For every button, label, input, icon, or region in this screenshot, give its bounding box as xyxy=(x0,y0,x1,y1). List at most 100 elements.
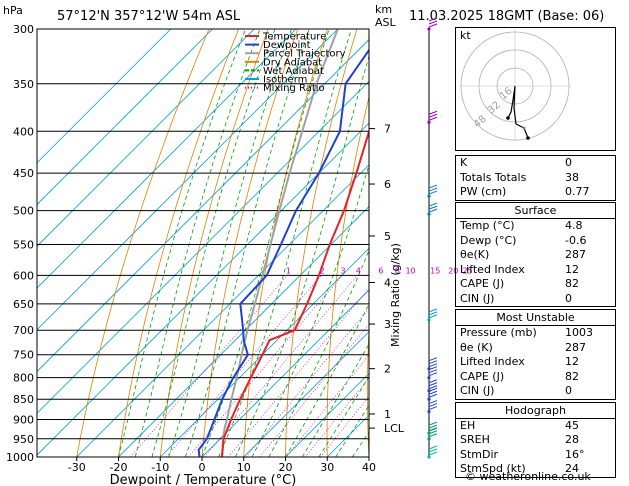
pressure-tick-label: 500 xyxy=(13,205,34,218)
wind-barb-point xyxy=(427,367,431,371)
dry-adiabat-line xyxy=(367,322,369,457)
pressure-tick-label: 900 xyxy=(13,414,34,427)
x-tick-label: -30 xyxy=(68,461,86,474)
plot-frame xyxy=(36,28,370,458)
legend-label: Mixing Ratio xyxy=(263,83,325,94)
wind-barb-flag xyxy=(428,190,438,195)
mixing-ratio-line xyxy=(245,307,369,457)
hodograph-ring-label: 48 xyxy=(472,114,489,131)
dry-adiabat-line xyxy=(76,29,210,457)
pressure-tick-label: 750 xyxy=(13,349,34,362)
x-tick-label: 40 xyxy=(362,461,376,474)
mixing-ratio-label: 20 xyxy=(448,266,458,275)
surface-rows: Temp (°C) 4.8 Dewp (°C) -0.6 θe(K) 287 Lift… xyxy=(456,218,615,306)
copyright-footer: © weatheronline.co.uk xyxy=(465,470,591,483)
hodo-row: StmDir 16° xyxy=(460,447,585,461)
isotherm-line xyxy=(243,331,369,457)
wind-barb-flag xyxy=(428,372,438,377)
dry-adiabat-line xyxy=(618,17,629,457)
isotherm-line xyxy=(159,247,369,457)
pressure-tick-label: 650 xyxy=(13,298,34,311)
x-tick-label: -10 xyxy=(151,461,169,474)
wind-barb-flag xyxy=(428,202,438,207)
wind-barb-flag xyxy=(428,311,438,316)
dry-adiabat-line xyxy=(243,29,328,457)
wind-barb-flag xyxy=(428,451,438,456)
wind-barb-flag xyxy=(428,406,438,411)
isotherm-line xyxy=(37,29,172,164)
surface-row: Lifted Index 12 xyxy=(460,262,579,276)
wind-barb-flag xyxy=(428,208,438,213)
isotherm-line xyxy=(117,205,369,457)
pressure-tick-label: 450 xyxy=(13,167,34,180)
dry-adiabat-line xyxy=(326,95,369,457)
mu-row: CIN (J) 0 xyxy=(460,384,572,397)
km-tick-label: 4 xyxy=(384,276,391,289)
dry-adiabat-line xyxy=(201,29,299,457)
wet-adiabat-line xyxy=(335,404,369,457)
surface-row: θe(K) 287 xyxy=(460,248,586,261)
pressure-tick-label: 550 xyxy=(13,238,34,251)
hodograph-indices-box: Hodograph EH 45 SREH 28 StmDir 16° StmSpd (… xyxy=(455,401,616,478)
wet-adiabat-line xyxy=(301,343,369,457)
surface-row: CAPE (J) 82 xyxy=(460,277,579,290)
isotherm-line xyxy=(37,29,214,206)
datetime-title: 11.03.2025 18GMT (Base: 06) xyxy=(409,9,605,24)
pressure-tick-label: 850 xyxy=(13,393,34,406)
legend-label: Isotherm xyxy=(263,75,307,86)
wind-barb-flag xyxy=(428,424,438,429)
surface-row: Temp (°C) 4.8 xyxy=(460,219,583,232)
dewpoint-profile xyxy=(197,48,369,457)
wind-barb-flag xyxy=(428,184,438,189)
mu-row: Lifted Index 12 xyxy=(460,355,579,368)
wind-barb-flag xyxy=(428,390,438,395)
wind-barb-flag xyxy=(428,357,438,362)
wind-barb-point xyxy=(427,409,431,414)
mixing-ratio-label: 3 xyxy=(341,266,346,275)
wind-barb-flag xyxy=(428,430,438,435)
wind-barb-flag xyxy=(428,393,438,398)
wind-barb-flag xyxy=(428,20,438,25)
wind-barb-flag xyxy=(428,110,438,115)
isotherm-line xyxy=(37,29,297,289)
parcel-trajectory-profile xyxy=(221,29,339,457)
wet-adiabat-line xyxy=(184,29,310,457)
mixing-ratio-label: 2 xyxy=(320,266,325,275)
wind-barb-flag xyxy=(428,23,438,28)
legend-label: Temperature xyxy=(262,32,326,43)
pressure-tick-label: 950 xyxy=(13,433,34,446)
x-tick-label: 10 xyxy=(237,461,251,474)
hodograph-point xyxy=(526,136,530,140)
km-tick-label: 3 xyxy=(384,318,391,331)
mixing-ratio-label: 4 xyxy=(356,266,361,275)
isotherm-line xyxy=(37,29,339,331)
hodograph-ring-label: 32 xyxy=(486,100,503,117)
hodo-row: StmSpd (kt) 24 xyxy=(460,462,579,475)
hodograph-trace xyxy=(507,85,517,125)
x-axis-label: Dewpoint / Temperature (°C) xyxy=(110,473,297,486)
wind-barb-flag xyxy=(428,314,438,319)
legend-label: Parcel Trajectory xyxy=(263,49,346,60)
storm-motion-point xyxy=(522,126,526,130)
km-tick-label: LCL xyxy=(384,422,405,435)
pressure-tick-label: 400 xyxy=(13,125,34,138)
hodo-row: EH 45 xyxy=(460,418,579,432)
wet-adiabat-line xyxy=(318,375,369,457)
mixing-ratio-label: 15 xyxy=(430,266,440,275)
wind-barb-flag xyxy=(428,387,438,392)
asl-axis-label: ASL xyxy=(375,16,397,29)
pressure-tick-label: 800 xyxy=(13,372,34,385)
dry-adiabat-line xyxy=(118,29,240,457)
km-tick-label: 7 xyxy=(384,123,391,136)
hodograph-title: Hodograph xyxy=(505,403,566,417)
hpa-axis-label: hPa xyxy=(3,4,23,17)
mixing-ratio-label: 6 xyxy=(378,266,383,275)
mu-row: CAPE (J) 82 xyxy=(460,369,579,383)
km-axis-label: km xyxy=(375,3,392,16)
km-tick-label: 5 xyxy=(384,230,391,243)
mu-row: θe (K) 287 xyxy=(460,340,586,354)
wind-barb-point xyxy=(427,194,431,198)
wind-barb-flag xyxy=(428,448,438,453)
